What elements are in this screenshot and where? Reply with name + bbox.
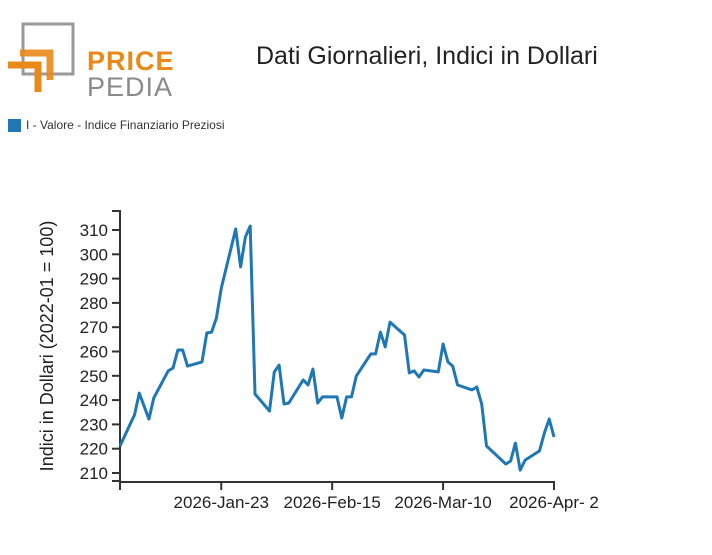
legend[interactable]: I - Valore - Indice Finanziario Preziosi: [8, 118, 225, 132]
x-tick-label: 2026-Apr- 2: [509, 493, 599, 512]
y-tick-label: 270: [80, 318, 108, 337]
y-tick-label: 220: [80, 440, 108, 459]
logo-text-price: PRICE: [87, 46, 175, 76]
x-tick-label: 2026-Mar-10: [394, 493, 491, 512]
legend-label: I - Valore - Indice Finanziario Preziosi: [26, 118, 225, 132]
legend-swatch: [8, 118, 21, 132]
y-tick-label: 260: [80, 343, 108, 362]
pricepedia-logo: PRICE PEDIA: [8, 22, 174, 102]
series-line: [118, 224, 556, 472]
y-tick-label: 240: [80, 391, 108, 410]
logo-mark-icon: [8, 22, 75, 92]
logo-text-pedia: PEDIA: [87, 72, 174, 102]
chart-title: Dati Giornalieri, Indici in Dollari: [256, 42, 598, 70]
x-tick-label: 2026-Feb-15: [284, 493, 381, 512]
y-tick-label: 250: [80, 367, 108, 386]
y-tick-label: 210: [80, 464, 108, 483]
y-tick-label: 230: [80, 415, 108, 434]
x-tick-label: 2026-Jan-23: [174, 493, 269, 512]
y-tick-label: 290: [80, 270, 108, 289]
y-axis-title: Indici in Dollari (2022-01 = 100): [37, 221, 57, 472]
y-tick-label: 300: [80, 245, 108, 264]
y-tick-label: 310: [80, 221, 108, 240]
y-tick-label: 280: [80, 294, 108, 313]
